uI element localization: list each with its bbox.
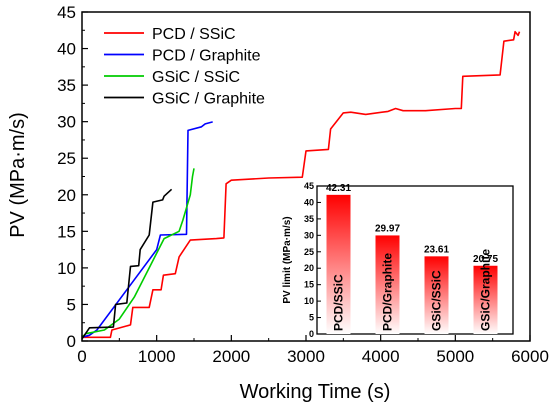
y-tick-label: 20 [57,186,76,205]
main-series-lines [81,30,521,340]
legend-label-gsic-graphite: GSiC / Graphite [152,91,265,108]
inset-y-tick-label: 35 [304,214,314,224]
x-tick-label: 1000 [138,347,176,366]
series-line-gsic-ssic [81,168,195,338]
legend-label-pcd-ssic: PCD / SSiC [152,26,236,43]
x-axis-title: Working Time (s) [240,381,391,403]
y-tick-label: 45 [57,3,76,22]
inset-bar-value-label: 23.61 [424,244,449,255]
inset-bar [473,265,498,334]
y-tick-label: 0 [67,332,76,351]
x-tick-label: 2000 [212,347,250,366]
inset-y-tick-label: 15 [304,280,314,290]
x-tick-label: 5000 [436,347,474,366]
y-tick-label: 5 [67,295,76,314]
inset-y-tick-label: 45 [304,181,314,191]
x-tick-label: 4000 [362,347,400,366]
inset-y-tick-label: 0 [309,329,314,339]
y-tick-label: 10 [57,259,76,278]
inset-bar-value-label: 20.75 [473,254,498,265]
inset-y-tick-label: 20 [304,263,314,273]
inset-y-axis-title: PV limit (MPa·m/s) [282,216,293,303]
inset-bar [424,256,449,334]
main-plot-frame [81,11,531,342]
y-tick-label: 30 [57,113,76,132]
y-tick-label: 25 [57,149,76,168]
inset-bar [375,235,400,334]
y-tick-label: 15 [57,222,76,241]
series-line-pcd-graphite [81,121,213,339]
inset-bar-value-label: 42.31 [326,183,351,194]
inset-y-tick-label: 10 [304,296,314,306]
inset-y-tick-label: 5 [309,313,314,323]
x-tick-label: 6000 [511,347,549,366]
y-tick-label: 35 [57,76,76,95]
main-tick-labels: 0 1000 2000 3000 4000 5000 6000 0 5 10 15 20 25 30 35 4… [57,3,549,366]
x-tick-label: 3000 [287,347,325,366]
inset-bar-category-label: PCD/SSiC [332,274,346,331]
x-tick-label: 0 [77,347,86,366]
series-line-gsic-graphite [81,188,173,340]
legend-label-pcd-graphite: PCD / Graphite [152,48,261,65]
legend-label-gsic-ssic: GSiC / SSiC [152,69,240,86]
inset-bar [326,194,351,334]
y-tick-label: 40 [57,40,76,59]
y-axis-title: PV (MPa·m/s) [7,112,29,238]
inset-y-tick-label: 30 [304,230,314,240]
inset-bar-category-label: GSiC/Graphite [479,249,493,331]
inset-bar-chart: 0 5 10 15 20 25 30 35 40 45 PV limit (MPa·m/s) 42.3… [282,181,514,339]
inset-bar-value-label: 29.97 [375,223,400,234]
legend: PCD / SSiC PCD / Graphite GSiC / SSiC GSiC … [104,26,265,108]
series-line-pcd-ssic [82,30,521,339]
inset-bar-category-label: GSiC/SSiC [430,270,444,331]
inset-bar-category-label: PCD/Graphite [381,253,395,331]
inset-y-tick-label: 25 [304,247,314,257]
inset-y-tick-label: 40 [304,197,314,207]
